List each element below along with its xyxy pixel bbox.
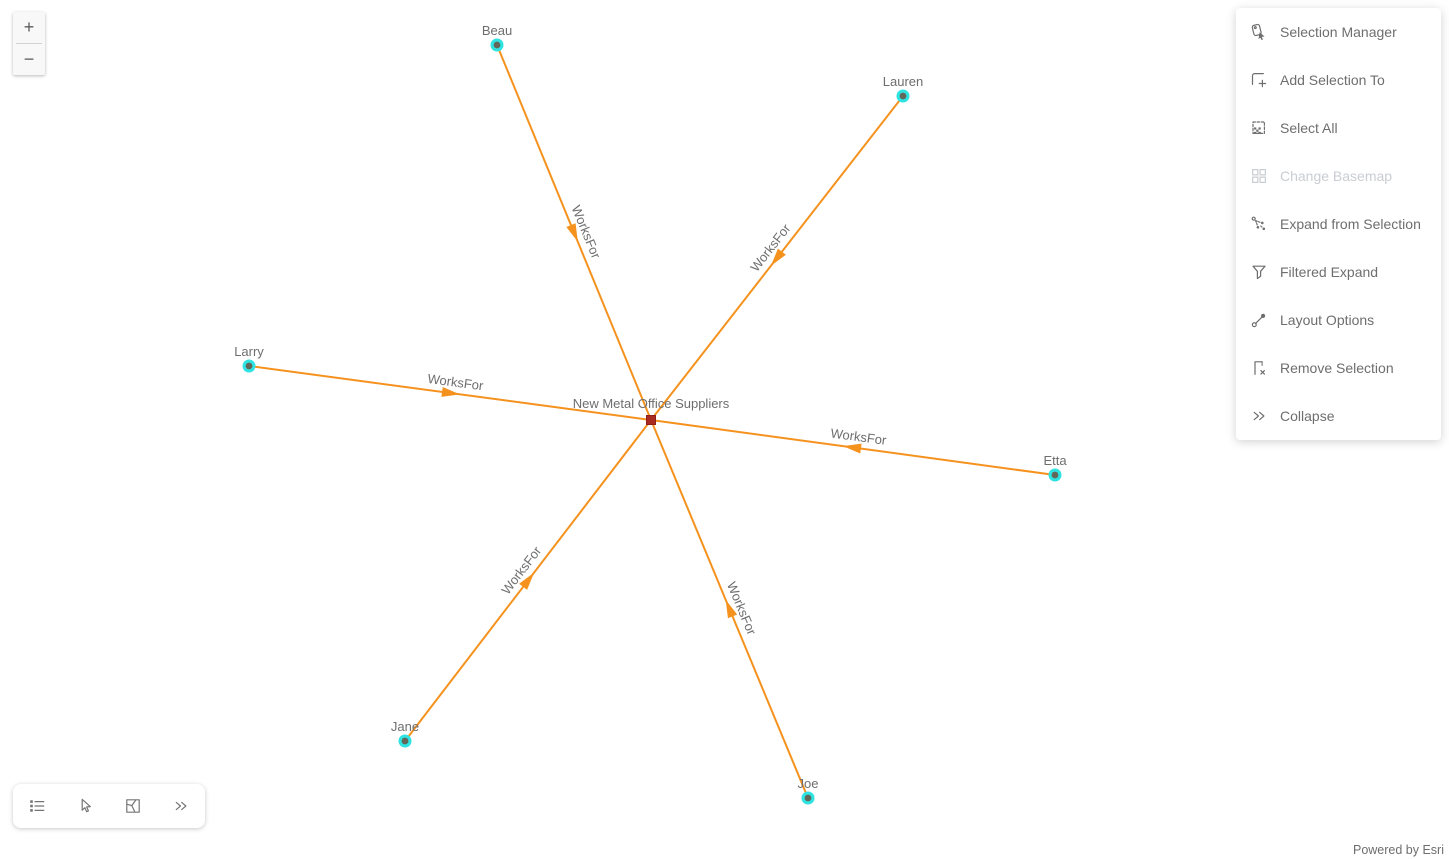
node-beau[interactable]: [490, 38, 504, 52]
menu-item-select-all[interactable]: Select All: [1236, 104, 1441, 152]
toolbar-button-pointer[interactable]: [61, 784, 109, 828]
remove-selection-icon: [1250, 359, 1268, 377]
edge-arrow: [566, 223, 578, 242]
select-all-icon: [1250, 119, 1268, 137]
context-menu: Selection Manager Add Selection To Select …: [1236, 8, 1441, 440]
selection-manager-icon: [1250, 23, 1268, 41]
menu-item-label: Layout Options: [1280, 312, 1375, 328]
collapse-icon: [1250, 407, 1268, 425]
menu-item-layout-options[interactable]: Layout Options: [1236, 296, 1441, 344]
node-label-company: New Metal Office Suppliers: [573, 396, 730, 411]
toolbar-button-link-chart-box[interactable]: [109, 784, 157, 828]
menu-item-label: Filtered Expand: [1280, 264, 1379, 280]
menu-item-label: Remove Selection: [1280, 360, 1394, 376]
menu-item-label: Collapse: [1280, 408, 1335, 424]
node-label-lauren: Lauren: [883, 74, 923, 89]
double-chevron-icon: [172, 797, 190, 815]
edge-arrow: [519, 572, 535, 590]
edge-arrow: [843, 443, 862, 454]
layout-options-icon: [1250, 311, 1268, 329]
node-label-larry: Larry: [234, 344, 264, 359]
node-lauren[interactable]: [896, 89, 910, 103]
menu-item-label: Select All: [1280, 120, 1338, 136]
node-point: [245, 362, 253, 370]
menu-item-change-basemap: Change Basemap: [1236, 152, 1441, 200]
zoom-in-button[interactable]: +: [13, 12, 45, 43]
node-label-etta: Etta: [1043, 453, 1067, 468]
node-etta[interactable]: [1048, 468, 1062, 482]
menu-item-label: Expand from Selection: [1280, 216, 1421, 232]
node-label-jane: Jane: [391, 719, 419, 734]
edge-arrow: [770, 248, 786, 266]
edge-label: WorksFor: [427, 371, 485, 393]
zoom-control: + −: [13, 12, 45, 75]
menu-item-expand-from-selection[interactable]: Expand from Selection: [1236, 200, 1441, 248]
expand-selection-icon: [1250, 215, 1268, 233]
menu-item-add-selection-to[interactable]: Add Selection To: [1236, 56, 1441, 104]
node-company[interactable]: [646, 415, 656, 425]
menu-item-collapse[interactable]: Collapse: [1236, 392, 1441, 440]
node-larry[interactable]: [242, 359, 256, 373]
menu-item-label: Change Basemap: [1280, 168, 1393, 184]
edge-arrow: [725, 599, 738, 619]
node-point: [804, 794, 812, 802]
menu-item-label: Selection Manager: [1280, 24, 1397, 40]
node-point: [493, 41, 501, 49]
node-point: [899, 92, 907, 100]
filtered-expand-icon: [1250, 263, 1268, 281]
menu-item-filtered-expand[interactable]: Filtered Expand: [1236, 248, 1441, 296]
menu-item-label: Add Selection To: [1280, 72, 1385, 88]
node-point: [401, 737, 409, 745]
zoom-out-button[interactable]: −: [13, 44, 45, 75]
node-joe[interactable]: [801, 791, 815, 805]
edge-arrow: [441, 386, 460, 397]
link-chart-box-icon: [124, 797, 142, 815]
menu-item-selection-manager[interactable]: Selection Manager: [1236, 8, 1441, 56]
list-icon: [28, 797, 46, 815]
zoom-divider: [16, 43, 42, 44]
basemap-icon: [1250, 167, 1268, 185]
toolbar-button-list[interactable]: [13, 784, 61, 828]
node-point: [1051, 471, 1059, 479]
pointer-icon: [76, 797, 94, 815]
toolbar-button-double-chevron[interactable]: [157, 784, 205, 828]
node-label-joe: Joe: [798, 776, 819, 791]
node-jane[interactable]: [398, 734, 412, 748]
bottom-toolbar: [13, 784, 205, 828]
menu-item-remove-selection[interactable]: Remove Selection: [1236, 344, 1441, 392]
node-label-beau: Beau: [482, 23, 512, 38]
add-selection-icon: [1250, 71, 1268, 89]
attribution: Powered by Esri: [1352, 843, 1444, 857]
